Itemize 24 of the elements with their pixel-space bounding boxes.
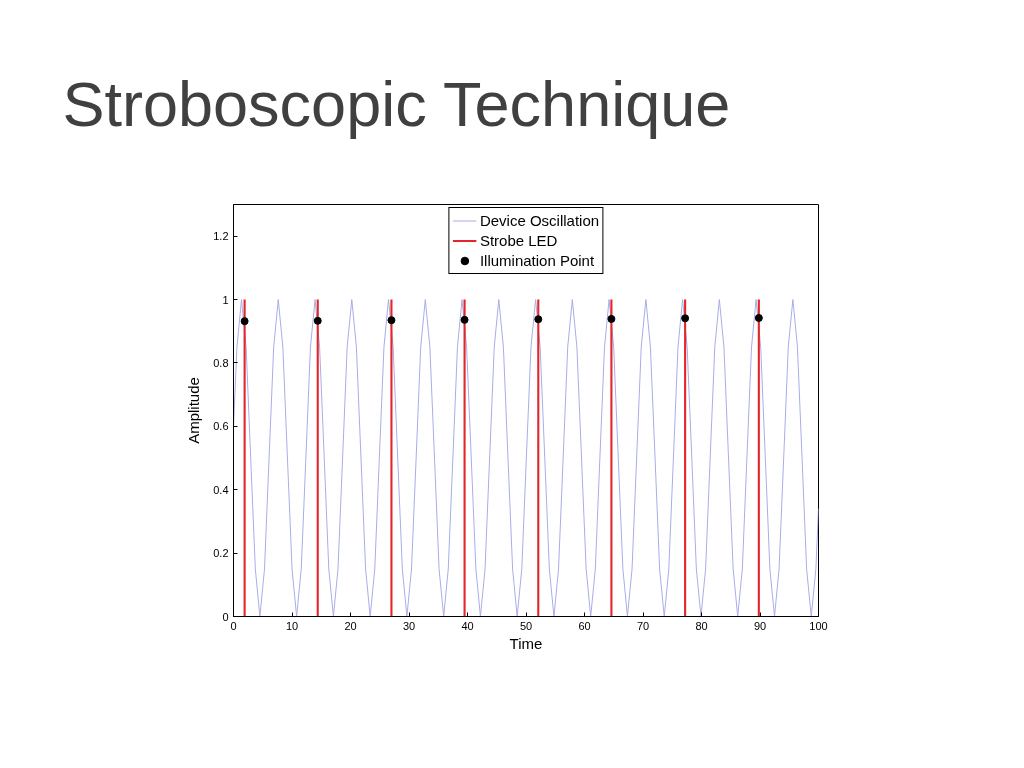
y-axis-title: Amplitude: [185, 377, 203, 444]
y-tick-label: 0.6: [213, 420, 229, 433]
y-tick-label: 0: [222, 610, 229, 623]
x-tick-label: 100: [809, 619, 828, 632]
x-tick-label: 50: [519, 619, 533, 632]
chart-title: Stroboscopic Technique: [62, 68, 731, 139]
x-tick-label: 90: [753, 619, 767, 632]
legend-label: Strobe LED: [479, 231, 558, 250]
x-tick-label: 40: [461, 619, 474, 632]
y-tick-label: 1: [222, 293, 229, 306]
legend-label: Device Oscillation: [479, 211, 600, 230]
x-tick-label: 70: [636, 619, 650, 632]
y-tick-label: 0.4: [213, 483, 229, 496]
y-tick-label: 1.2: [213, 230, 229, 243]
x-tick-label: 30: [402, 619, 416, 632]
x-tick-label: 80: [695, 619, 708, 632]
x-tick-label: 20: [344, 619, 357, 632]
y-tick-label: 0.2: [213, 547, 229, 560]
legend-label: Illumination Point: [479, 251, 595, 270]
x-tick-label: 10: [285, 619, 299, 632]
x-tick-label: 60: [578, 619, 591, 632]
x-axis-title: Time: [509, 634, 543, 652]
y-tick-label: 0.8: [213, 356, 229, 369]
x-tick-label: 0: [230, 619, 237, 632]
